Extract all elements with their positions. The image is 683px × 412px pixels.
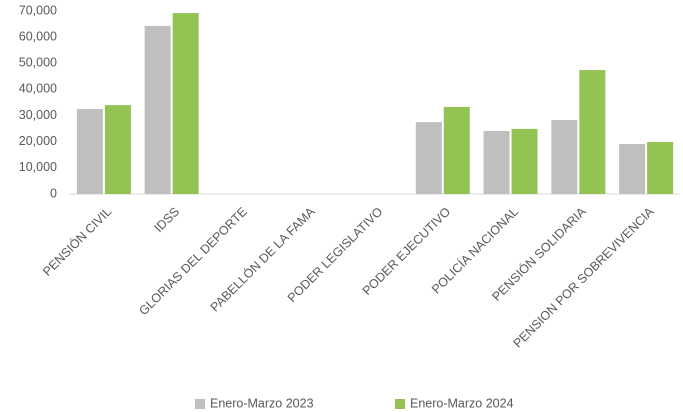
x-tick-label: PENSIÓN CIVIL [39, 204, 114, 279]
y-tick-label: 70,000 [19, 3, 57, 17]
y-tick-label: 50,000 [19, 56, 57, 70]
bar [104, 105, 131, 194]
legend-label: Enero-Marzo 2023 [210, 396, 314, 410]
bar [172, 13, 199, 194]
y-tick-label: 10,000 [19, 160, 57, 174]
bar [647, 141, 674, 194]
bar [511, 128, 538, 194]
legend-swatch [395, 399, 405, 409]
y-tick-label: 20,000 [19, 134, 57, 148]
x-tick-label: IDSS [152, 205, 183, 236]
y-tick-label: 60,000 [19, 29, 57, 43]
bar [443, 106, 470, 194]
bar [415, 122, 442, 194]
bar [619, 144, 646, 194]
bar [551, 120, 578, 194]
bar [483, 130, 510, 194]
bar [144, 25, 171, 194]
y-tick-label: 30,000 [19, 108, 57, 122]
y-tick-label: 0 [50, 186, 57, 200]
legend-swatch [195, 399, 205, 409]
bar [579, 70, 606, 194]
bar [76, 109, 103, 194]
x-tick-label: GLORIAS DEL DEPORTE [136, 205, 250, 319]
y-tick-label: 40,000 [19, 82, 57, 96]
legend-label: Enero-Marzo 2024 [410, 396, 514, 410]
x-tick-label: PENSION POR SOBREVIVENCIA [511, 204, 657, 350]
